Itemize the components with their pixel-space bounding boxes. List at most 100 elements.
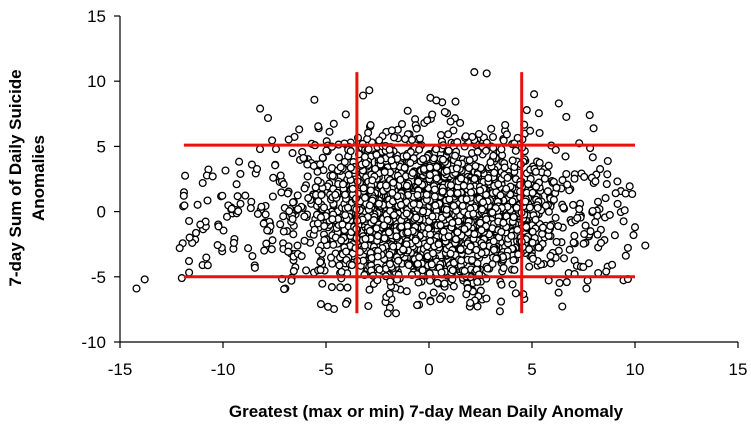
data-point [255, 145, 265, 154]
data-point [499, 136, 508, 145]
data-point [276, 220, 285, 229]
data-point [466, 298, 475, 307]
data-point [484, 174, 493, 183]
data-point [399, 245, 408, 254]
data-point [586, 227, 595, 236]
data-point [525, 245, 534, 254]
data-point [444, 232, 453, 241]
data-point [449, 126, 458, 135]
data-point [279, 212, 288, 221]
data-point [433, 278, 442, 287]
y-tick-label: 0 [97, 203, 106, 222]
data-point [310, 95, 319, 104]
data-point [140, 275, 149, 284]
data-point [284, 247, 293, 256]
data-point [448, 266, 457, 275]
data-point [552, 183, 561, 192]
data-point [534, 109, 543, 118]
data-point [260, 246, 269, 255]
y-tick-label: -10 [81, 333, 106, 352]
data-point [473, 277, 482, 286]
data-point [453, 189, 462, 198]
data-point [528, 188, 537, 197]
data-point [497, 227, 506, 236]
data-point [229, 238, 238, 247]
data-point [233, 192, 242, 201]
data-point [409, 199, 418, 209]
y-tick-label: -5 [91, 268, 106, 287]
data-point [428, 110, 437, 119]
data-point [558, 302, 567, 311]
data-point [419, 155, 428, 164]
data-point [185, 233, 194, 242]
data-point [512, 203, 521, 212]
data-point [179, 191, 188, 200]
data-point [496, 191, 505, 200]
data-point [414, 278, 423, 287]
data-point [482, 215, 491, 224]
data-point [263, 113, 273, 123]
data-point [602, 267, 611, 276]
data-point [538, 223, 547, 232]
data-point [297, 252, 306, 261]
data-point [471, 162, 480, 171]
data-point [271, 145, 281, 154]
data-point [235, 157, 244, 166]
data-point [569, 238, 578, 247]
data-point [613, 177, 622, 186]
data-point [208, 172, 217, 181]
data-point [549, 195, 558, 204]
data-point [522, 106, 531, 115]
data-point [232, 180, 241, 189]
data-point [476, 218, 485, 227]
data-point [316, 213, 325, 222]
data-point [213, 241, 222, 250]
y-tick-label: 10 [87, 72, 106, 91]
data-point [348, 184, 357, 193]
axes [114, 15, 739, 348]
data-point [490, 168, 499, 177]
data-point [432, 96, 441, 105]
data-point [558, 176, 567, 185]
data-point [366, 186, 375, 195]
data-point [389, 211, 399, 220]
data-point [300, 212, 309, 221]
data-point [386, 277, 395, 286]
data-point [503, 173, 512, 182]
data-point [365, 226, 374, 235]
data-point [603, 170, 612, 179]
data-point [495, 307, 504, 316]
data-point [488, 208, 497, 217]
data-point [257, 202, 266, 211]
data-point [293, 191, 302, 200]
data-point [218, 191, 227, 200]
data-point [562, 278, 571, 287]
data-point [293, 241, 302, 250]
data-point [388, 188, 397, 197]
y-axis-title: 7-day Sum of Daily Suicide Anomalies [6, 69, 48, 286]
x-tick-label: -15 [108, 360, 133, 379]
data-point [423, 116, 432, 125]
data-point [426, 237, 435, 246]
data-point [250, 263, 259, 272]
data-point [347, 261, 357, 270]
data-point [630, 223, 640, 232]
data-point [397, 120, 407, 129]
data-point [593, 230, 602, 239]
data-point [436, 130, 446, 140]
data-point [284, 135, 293, 144]
data-point [365, 86, 374, 95]
data-point [625, 182, 634, 191]
data-point [427, 260, 436, 269]
data-point [343, 283, 352, 292]
data-point [591, 177, 600, 186]
data-point [522, 222, 531, 231]
data-point [451, 97, 460, 106]
data-point [581, 221, 590, 230]
data-point [575, 205, 584, 214]
data-point [508, 280, 517, 289]
data-point [402, 151, 411, 161]
data-point [280, 285, 289, 294]
data-point [554, 222, 563, 231]
data-point [288, 149, 297, 158]
